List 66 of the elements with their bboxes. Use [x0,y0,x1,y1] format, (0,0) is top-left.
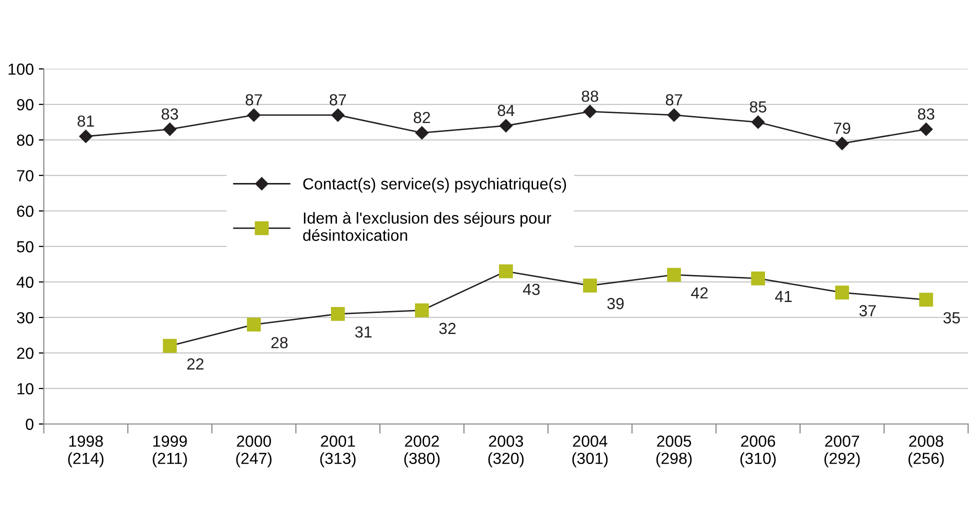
x-tick-label: 2007 (292) [824,436,860,468]
point [920,122,933,136]
point [414,303,429,318]
data-label: 32 [439,322,456,334]
data-label: 83 [918,108,934,120]
x-tick-label: 2005 (298) [656,436,692,468]
y-tick-label: 30 [16,312,34,324]
y-tick-label: 80 [16,134,34,146]
legend-label: Contact(s) service(s) psychiatrique(s) [303,178,566,193]
y-tick-label: 20 [17,348,34,359]
data-label: 85 [750,101,766,113]
point [836,136,849,150]
data-label: 22 [187,358,204,370]
x-tick-label: 2004 (301) [572,436,608,468]
point [246,318,261,332]
data-label: 82 [414,112,430,124]
data-label: 35 [943,312,960,324]
data-label: 39 [607,298,624,310]
data-label: 41 [775,290,792,302]
point [163,122,176,136]
data-label: 81 [78,115,94,127]
point [330,306,345,321]
data-label: 42 [691,287,708,298]
data-label: 87 [666,94,682,106]
y-tick-label: 70 [17,170,34,182]
point [162,338,177,353]
data-label: 37 [859,305,876,316]
point [499,264,513,278]
y-tick-label: 0 [26,418,34,430]
x-tick-label: 2006 (310) [740,436,776,468]
y-tick-label: 90 [17,99,34,110]
y-tick-label: 40 [16,276,34,288]
point [247,108,260,122]
y-tick-label: 50 [16,241,34,252]
x-tick-label: 1999 (211) [152,436,187,468]
data-label: 88 [582,90,598,102]
point [919,292,934,307]
data-label: 43 [522,284,540,296]
data-label: 31 [355,326,372,338]
point [583,278,597,292]
point [415,126,429,140]
x-tick-label: 2003 (320) [488,436,524,468]
y-tick-label: 60 [17,206,34,217]
y-tick-label: 10 [18,383,34,394]
data-label: 87 [246,94,262,106]
data-label: 84 [498,104,514,116]
x-tick-label: 2000 (247) [236,436,272,468]
data-label: 28 [271,336,288,348]
point [499,119,513,132]
legend-label: Idem à l'exclusion des séjours pour désintoxication [303,212,552,241]
point [667,108,681,122]
x-tick-label: 2002 (380) [404,436,440,468]
point [751,271,765,286]
point [583,104,597,118]
x-tick-label: 2001 (313) [320,436,356,468]
data-label: 87 [330,94,346,106]
point [835,286,850,300]
data-label: 79 [834,122,850,134]
x-tick-label: 2008 (256) [908,436,944,468]
x-tick-label: 1998 (214) [68,436,104,468]
point [667,268,681,282]
point [751,116,765,129]
data-label: 83 [162,108,178,120]
y-tick-label: 100 [8,64,34,75]
point [331,108,344,122]
point [79,130,92,143]
